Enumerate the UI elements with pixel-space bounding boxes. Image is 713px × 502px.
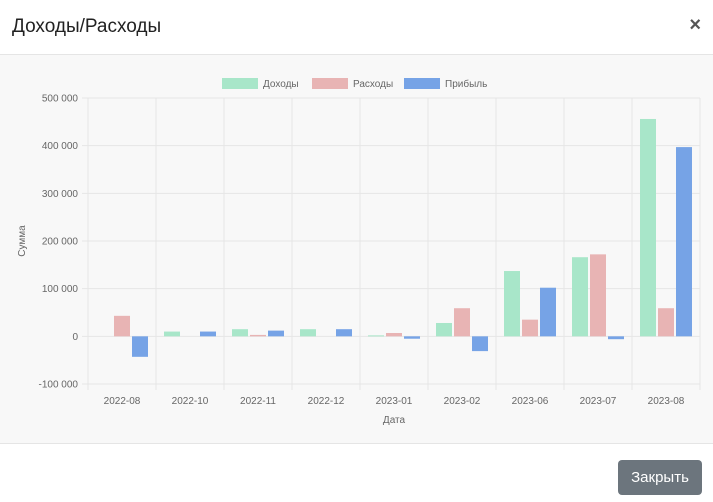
bar-expense [250, 334, 266, 337]
bar-income [164, 331, 180, 337]
legend-label: Расходы [353, 79, 393, 90]
legend-swatch [222, 78, 258, 89]
modal-footer: Закрыть [0, 445, 713, 502]
bar-expense [114, 315, 130, 337]
y-tick-label: 0 [72, 332, 78, 343]
bar-expense [590, 254, 606, 337]
y-tick-label: -100 000 [39, 380, 79, 391]
income-expense-chart: -100 000 0 100 000 200 000 300 000 400 000 500… [17, 78, 701, 426]
close-button[interactable]: Закрыть [618, 460, 702, 495]
bar-profit [608, 336, 624, 340]
x-tick-label: 2022-11 [240, 396, 276, 407]
bar-profit [472, 336, 488, 352]
x-tick-label: 2023-06 [512, 396, 549, 407]
x-axis-title: Дата [383, 415, 406, 426]
bar-profit [540, 287, 556, 337]
bar-income [436, 322, 452, 337]
y-tick-label: 400 000 [42, 141, 79, 152]
bar-income [504, 271, 520, 337]
y-axis-title: Сумма [17, 225, 28, 257]
bar-income [640, 118, 656, 337]
modal-title: Доходы/Расходы [12, 16, 162, 37]
legend-label: Прибыль [445, 78, 487, 90]
x-tick-label: 2022-08 [104, 396, 141, 407]
bar-profit [268, 330, 284, 337]
x-tick-label: 2022-12 [308, 396, 345, 407]
y-tick-label: 100 000 [42, 284, 79, 295]
bar-profit [336, 329, 352, 337]
x-tick-label: 2023-08 [648, 396, 685, 407]
y-tick-label: 300 000 [42, 189, 79, 200]
modal-body: -100 000 0 100 000 200 000 300 000 400 000 500… [0, 55, 713, 444]
x-tick-label: 2023-02 [444, 396, 481, 407]
bar-profit [404, 336, 420, 339]
bar-income [368, 335, 384, 337]
bar-expense [386, 332, 402, 337]
bar-profit [200, 331, 216, 337]
bar-income [232, 329, 248, 337]
bar-income [300, 329, 316, 337]
x-tick-label: 2023-01 [376, 396, 413, 407]
bar-income [572, 257, 588, 337]
bar-profit [676, 147, 692, 337]
bar-profit [132, 336, 148, 357]
modal-header: Доходы/Расходы × [0, 0, 713, 55]
bar-expense [522, 319, 538, 337]
bar-expense [658, 308, 674, 337]
y-tick-label: 200 000 [42, 237, 79, 248]
legend-label: Доходы [263, 79, 299, 90]
x-tick-label: 2022-10 [172, 396, 209, 407]
x-tick-label: 2023-07 [580, 396, 617, 407]
y-tick-label: 500 000 [42, 94, 79, 105]
close-icon[interactable]: × [689, 14, 701, 36]
legend-swatch [312, 78, 348, 89]
bar-expense [454, 308, 470, 337]
legend-swatch [404, 78, 440, 89]
